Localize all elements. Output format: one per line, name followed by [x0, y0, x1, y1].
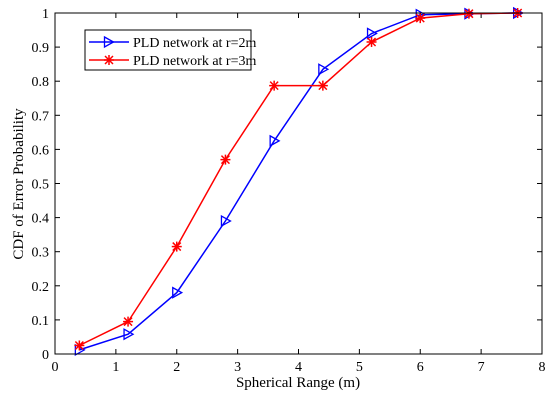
x-tick-label: 4: [295, 360, 302, 375]
y-tick-label: 0.4: [32, 212, 50, 227]
legend-entry-r2: PLD network at r=2m: [89, 35, 256, 51]
x-tick-label: 6: [417, 360, 424, 375]
data-point: [123, 316, 134, 327]
y-tick-label: 0.5: [32, 178, 50, 193]
data-point: [171, 241, 182, 252]
x-tick-label: 5: [356, 360, 363, 375]
legend-label-r3: PLD network at r=3m: [133, 54, 256, 69]
y-tick-label: 0.7: [32, 109, 50, 124]
x-axis-label: Spherical Range (m): [236, 375, 360, 391]
data-point: [74, 340, 85, 351]
data-point: [415, 13, 426, 24]
legend-marker-r2: [103, 35, 115, 49]
data-point: [366, 27, 378, 40]
x-tick-label: 7: [478, 360, 485, 375]
y-tick-label: 0.1: [32, 314, 50, 329]
data-point: [463, 8, 474, 19]
y-tick-label: 0: [42, 348, 49, 363]
legend-label-r2: PLD network at r=2m: [133, 36, 256, 51]
series-line: [79, 12, 518, 351]
data-point: [220, 214, 232, 228]
data-point: [123, 328, 135, 341]
y-tick-label: 0.2: [32, 280, 50, 295]
data-point: [366, 36, 377, 47]
axes-box: [54, 12, 543, 355]
y-tick-label: 1: [42, 7, 49, 22]
data-point: [220, 154, 231, 165]
y-tick-label: 0.6: [32, 143, 50, 158]
plot-frame: [54, 12, 543, 355]
data-point: [269, 80, 280, 91]
legend-entry-r3: PLD network at r=3m: [89, 54, 256, 69]
legend-marker-r3: [104, 55, 114, 65]
legend: PLD network at r=2m PLD network at r=3m: [84, 29, 256, 71]
data-point: [269, 134, 281, 147]
y-tick-label: 0.8: [32, 75, 50, 90]
series-layer: [74, 6, 524, 357]
y-axis-label: CDF of Error Probability: [11, 108, 27, 260]
y-tick-label: 0.3: [32, 246, 50, 261]
data-point: [317, 80, 328, 91]
y-tick-label: 0.9: [32, 41, 50, 56]
x-tick-label: 1: [112, 360, 119, 375]
series-line: [78, 12, 518, 347]
x-tick-label: 0: [52, 360, 59, 375]
x-tick-label: 3: [234, 360, 241, 375]
data-point: [172, 286, 184, 299]
x-tick-label: 8: [539, 360, 546, 375]
data-point: [318, 63, 330, 76]
series-2: [74, 8, 523, 351]
x-tick-label: 2: [173, 360, 180, 375]
